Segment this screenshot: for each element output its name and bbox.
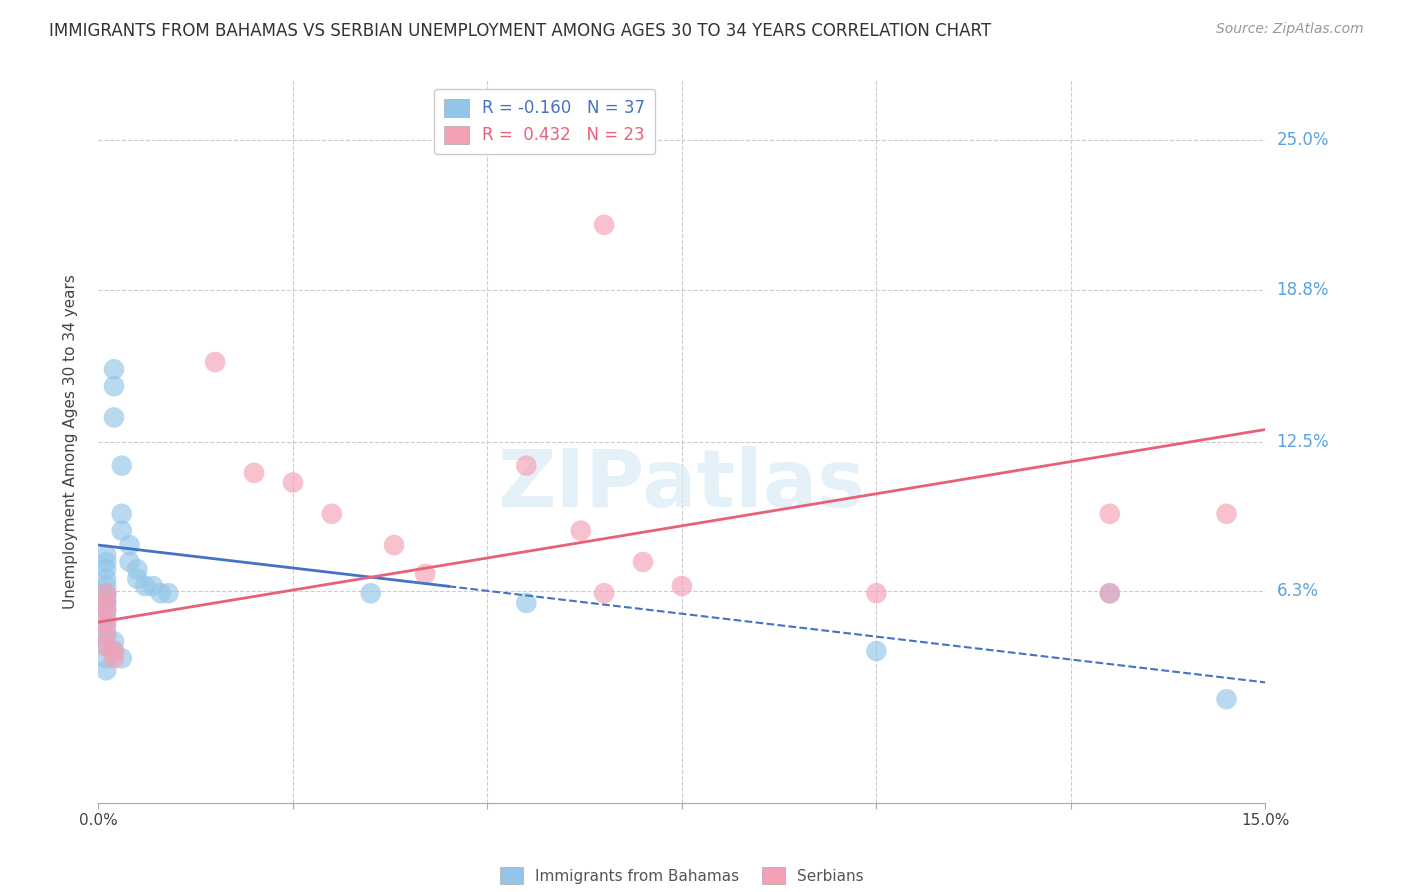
- Text: 25.0%: 25.0%: [1277, 131, 1329, 150]
- Point: [593, 586, 616, 600]
- Point: [103, 644, 125, 658]
- Y-axis label: Unemployment Among Ages 30 to 34 years: Unemployment Among Ages 30 to 34 years: [63, 274, 77, 609]
- Text: 6.3%: 6.3%: [1277, 582, 1319, 599]
- Text: 12.5%: 12.5%: [1277, 433, 1329, 450]
- Point: [103, 634, 125, 648]
- Point: [96, 630, 118, 644]
- Point: [149, 586, 172, 600]
- Point: [111, 651, 134, 665]
- Point: [281, 475, 304, 490]
- Point: [1098, 586, 1121, 600]
- Point: [569, 524, 592, 538]
- Point: [671, 579, 693, 593]
- Point: [413, 567, 436, 582]
- Text: IMMIGRANTS FROM BAHAMAS VS SERBIAN UNEMPLOYMENT AMONG AGES 30 TO 34 YEARS CORREL: IMMIGRANTS FROM BAHAMAS VS SERBIAN UNEMP…: [49, 22, 991, 40]
- Point: [111, 458, 134, 473]
- Point: [96, 603, 118, 617]
- Point: [1215, 692, 1237, 706]
- Point: [103, 379, 125, 393]
- Point: [96, 591, 118, 606]
- Point: [204, 355, 226, 369]
- Text: ZIPatlas: ZIPatlas: [498, 446, 866, 524]
- Point: [134, 579, 156, 593]
- Point: [593, 218, 616, 232]
- Point: [103, 362, 125, 376]
- Point: [127, 572, 149, 586]
- Point: [96, 603, 118, 617]
- Point: [96, 586, 118, 600]
- Point: [96, 596, 118, 610]
- Point: [111, 524, 134, 538]
- Point: [118, 538, 141, 552]
- Point: [1098, 507, 1121, 521]
- Point: [96, 627, 118, 641]
- Point: [96, 651, 118, 665]
- Point: [96, 639, 118, 653]
- Point: [243, 466, 266, 480]
- Point: [865, 644, 887, 658]
- Point: [96, 562, 118, 576]
- Point: [103, 410, 125, 425]
- Point: [96, 555, 118, 569]
- Point: [865, 586, 887, 600]
- Point: [1215, 507, 1237, 521]
- Point: [103, 644, 125, 658]
- Text: Source: ZipAtlas.com: Source: ZipAtlas.com: [1216, 22, 1364, 37]
- Point: [103, 651, 125, 665]
- Point: [118, 555, 141, 569]
- Point: [96, 615, 118, 630]
- Point: [96, 664, 118, 678]
- Point: [96, 572, 118, 586]
- Point: [96, 579, 118, 593]
- Point: [96, 596, 118, 610]
- Point: [631, 555, 654, 569]
- Point: [515, 458, 537, 473]
- Point: [127, 562, 149, 576]
- Point: [96, 586, 118, 600]
- Point: [96, 620, 118, 634]
- Point: [382, 538, 405, 552]
- Point: [515, 596, 537, 610]
- Legend: Immigrants from Bahamas, Serbians: Immigrants from Bahamas, Serbians: [494, 861, 870, 890]
- Point: [96, 610, 118, 624]
- Point: [96, 639, 118, 653]
- Point: [360, 586, 382, 600]
- Point: [1098, 586, 1121, 600]
- Point: [321, 507, 343, 521]
- Point: [142, 579, 165, 593]
- Point: [96, 548, 118, 562]
- Text: 18.8%: 18.8%: [1277, 281, 1329, 299]
- Point: [111, 507, 134, 521]
- Point: [157, 586, 180, 600]
